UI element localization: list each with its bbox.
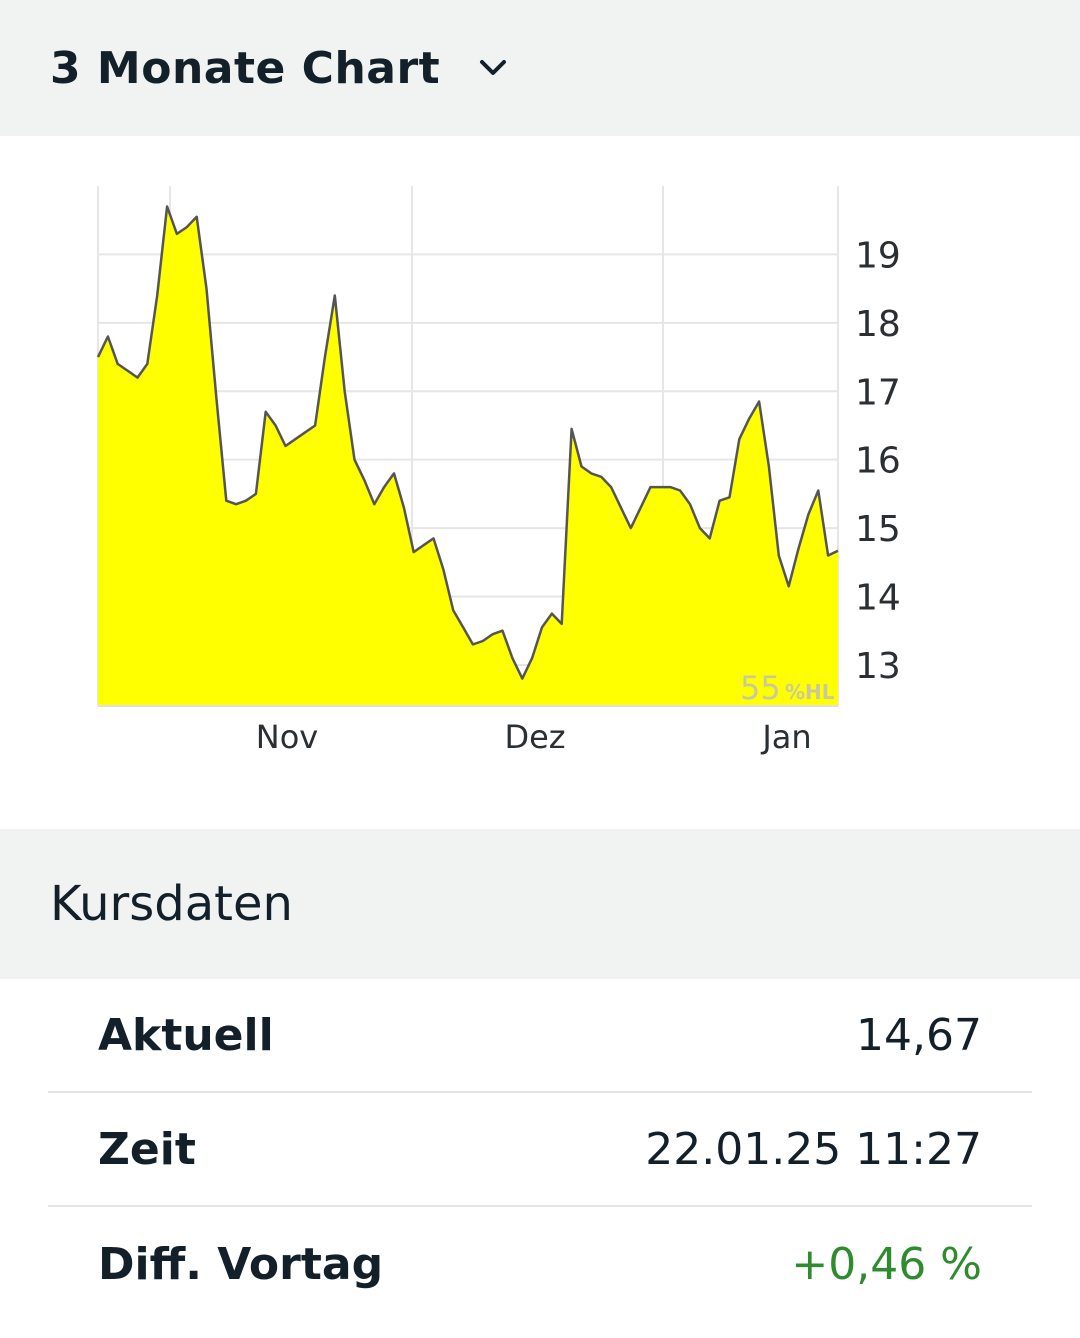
row-label: Zeit [98, 1123, 196, 1175]
series-line [96, 205, 839, 680]
chart-series [96, 205, 839, 706]
kursdaten-row-zeit: Zeit 22.01.25 11:27 [48, 1093, 1032, 1207]
row-value: 14,67 [856, 1009, 982, 1061]
x-tick-label: Nov [256, 718, 318, 756]
chart-section-header[interactable]: 3 Monate Chart [0, 0, 1080, 136]
chevron-down-icon[interactable] [476, 51, 510, 85]
chart-title: 3 Monate Chart [50, 42, 441, 94]
kursdaten-row-aktuell: Aktuell 14,67 [48, 979, 1032, 1093]
kursdaten-header: Kursdaten [0, 829, 1080, 979]
chart-watermark-unit: %HL [785, 680, 835, 704]
price-chart: 13 14 15 16 17 18 19 Nov Dez Jan 55 %HL [96, 186, 901, 756]
row-label: Diff. Vortag [98, 1238, 384, 1290]
kursdaten-title: Kursdaten [50, 876, 293, 932]
chart-axes: 13 14 15 16 17 18 19 Nov Dez Jan 55 %HL [98, 235, 901, 756]
chart-area: 13 14 15 16 17 18 19 Nov Dez Jan 55 %HL [0, 136, 1080, 829]
y-tick-label: 18 [855, 304, 901, 345]
row-label: Aktuell [98, 1009, 274, 1061]
y-tick-label: 13 [855, 646, 901, 687]
row-value-change: +0,46 % [791, 1238, 982, 1290]
kursdaten-row-diff-vortag: Diff. Vortag +0,46 % [48, 1207, 1032, 1321]
y-tick-label: 15 [855, 509, 901, 550]
kursdaten-table: Aktuell 14,67 Zeit 22.01.25 11:27 Diff. … [0, 979, 1080, 1321]
y-tick-label: 17 [855, 372, 901, 413]
x-tick-label: Dez [504, 718, 565, 756]
series-area [98, 206, 838, 706]
chart-watermark: 55 [740, 669, 781, 707]
y-tick-label: 16 [855, 441, 901, 482]
x-tick-label: Jan [760, 718, 811, 756]
y-tick-label: 14 [855, 578, 901, 619]
row-value: 22.01.25 11:27 [645, 1123, 982, 1175]
y-tick-label: 19 [855, 235, 901, 276]
